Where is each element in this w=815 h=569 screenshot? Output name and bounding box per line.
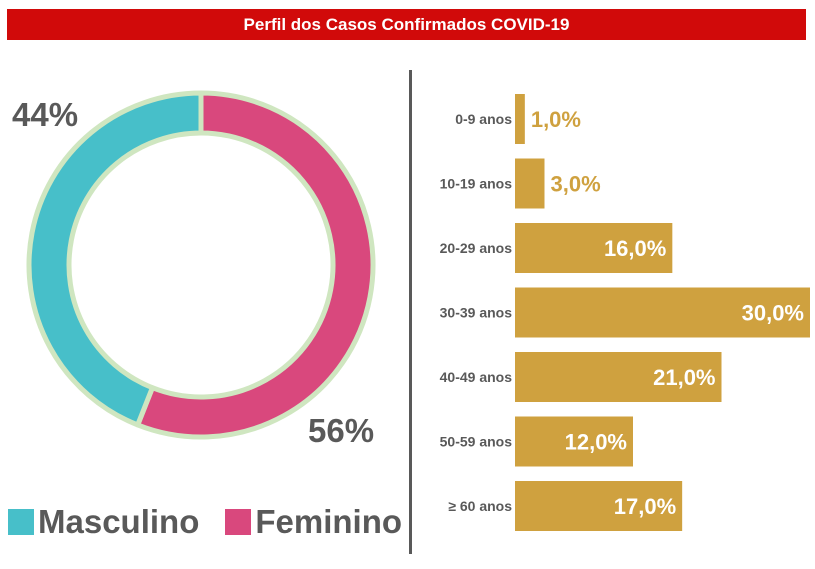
category-label: 0-9 anos [455, 111, 512, 127]
value-label: 1,0% [531, 107, 581, 132]
legend-item-feminino: Feminino [225, 503, 402, 541]
gender-donut-chart: 44% 56% [12, 90, 376, 449]
bar-6 [515, 481, 683, 531]
donut-slice-masculino [26, 90, 204, 428]
category-label: 50-59 anos [440, 434, 513, 450]
category-label: 30-39 anos [440, 305, 513, 321]
legend-swatch-feminino [225, 509, 252, 535]
legend-label-feminino: Feminino [255, 503, 403, 540]
bar-0 [515, 94, 525, 144]
bar-3 [515, 287, 810, 338]
value-label: 16,0% [604, 236, 666, 261]
legend-item-masculino: Masculino [8, 503, 199, 541]
bar-2 [515, 223, 673, 273]
legend-label-masculino: Masculino [38, 503, 200, 540]
value-label: 21,0% [653, 365, 715, 390]
chart-title: Perfil dos Casos Confirmados COVID-19 [7, 9, 806, 40]
category-label: 40-49 anos [440, 369, 513, 385]
category-label: 20-29 anos [440, 240, 513, 256]
legend: Masculino Feminino [8, 503, 428, 541]
bar-5 [515, 416, 633, 467]
legend-swatch-masculino [8, 509, 34, 535]
value-label: 3,0% [551, 172, 601, 197]
divider-line [409, 70, 412, 554]
bar-1 [515, 158, 545, 209]
category-label: 10-19 anos [440, 176, 513, 192]
donut-slice-feminino [135, 90, 376, 440]
value-label: 17,0% [614, 494, 676, 519]
pct-label-masculino: 44% [12, 96, 78, 133]
value-label: 30,0% [742, 301, 804, 326]
value-label: 12,0% [565, 430, 627, 455]
bar-4 [515, 352, 722, 402]
pct-label-feminino: 56% [308, 412, 374, 449]
category-label: ≥ 60 anos [448, 498, 512, 514]
age-bar-chart: 0-9 anos 1,0% 10-19 anos 3,0% 20-29 anos 16,0… [440, 94, 810, 531]
